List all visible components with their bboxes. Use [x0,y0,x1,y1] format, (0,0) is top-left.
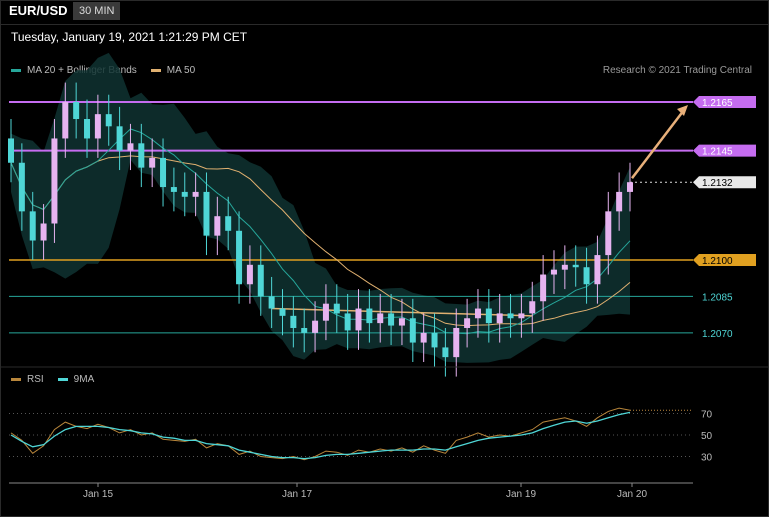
level-label-3: 1.2100 [702,256,733,267]
candle-body-55 [605,211,612,256]
candle-body-42 [464,318,471,328]
candle-body-40 [442,347,449,358]
chart-header: EUR/USD 30 MIN [0,0,769,25]
candle-body-18 [203,191,210,236]
candle-body-45 [496,313,503,324]
candle-body-26 [290,315,297,328]
candle-body-3 [40,223,47,241]
candle-body-17 [192,191,199,197]
ma50-line [10,155,631,327]
candle-body-12 [138,143,145,168]
candle-body-13 [149,157,156,168]
target-arrow-head [677,105,688,117]
candle-body-27 [301,327,308,333]
candle-body-7 [84,119,91,139]
target-arrow-line [631,109,685,179]
ma50-swatch [150,69,161,72]
time-tick-label-3: Jan 20 [617,489,647,500]
candle-body-44 [485,308,492,324]
legend-ma50-label: MA 50 [166,65,196,76]
candle-body-48 [529,301,536,314]
time-tick-label-1: Jan 17 [282,489,312,500]
rsi-ma-line [10,411,631,460]
level-label-4: 1.2085 [702,292,733,303]
time-tick-label-2: Jan 19 [506,489,536,500]
candle-body-50 [550,269,557,275]
level-tag-1 [693,144,756,157]
candle-body-28 [312,320,319,333]
candle-body-5 [62,102,69,139]
candle-body-2 [29,211,36,241]
candle-body-1 [18,162,25,212]
legend-rsi-ma-label: 9MA [73,374,95,385]
rsi-tick-label-1: 50 [701,431,713,442]
candle-body-37 [409,318,416,343]
candle-body-20 [225,216,232,231]
rsi-ma-swatch [57,378,68,381]
legend-rsi: RSI 9MA [11,374,94,385]
level-tag-2 [693,176,756,189]
level-label-5: 1.2070 [702,329,733,340]
candle-body-15 [170,187,177,192]
candle-body-30 [333,303,340,314]
candle-body-35 [388,313,395,326]
candle-body-9 [105,114,112,127]
candle-body-47 [518,313,525,319]
candle-body-10 [116,126,123,151]
candle-body-53 [583,267,590,285]
ma20-line [10,128,631,335]
candle-body-23 [257,264,264,297]
candle-body-51 [561,264,568,270]
candle-body-34 [377,313,384,324]
rsi-swatch [11,378,21,381]
candle-body-0 [8,138,14,163]
candle-body-31 [344,313,351,331]
rsi-tick-label-2: 30 [701,453,713,464]
rsi-line [10,407,631,461]
candle-body-57 [627,182,633,192]
candle-body-38 [420,332,427,343]
bollinger-band [11,52,630,363]
candle-body-11 [127,143,134,151]
candle-body-36 [398,318,405,326]
research-credit: Research © 2021 Trading Central [602,65,752,76]
candle-body-54 [594,255,601,285]
candle-body-32 [355,308,362,331]
candle-body-41 [453,327,460,358]
candle-body-52 [572,264,579,268]
candle-body-33 [366,308,373,324]
candle-body-39 [431,332,438,348]
level-label-0: 1.2165 [702,98,733,109]
candle-body-19 [214,216,221,236]
level-tag-3 [693,253,756,266]
candle-body-4 [51,138,58,224]
candle-body-25 [279,308,286,316]
candle-body-29 [322,303,329,321]
candle-body-49 [540,274,547,302]
level-label-1: 1.2145 [702,147,733,158]
candle-body-16 [181,191,188,197]
timestamp: Tuesday, January 19, 2021 1:21:29 PM CET [11,30,248,44]
candle-body-46 [507,313,514,319]
candle-body-8 [94,114,101,139]
candle-body-24 [268,296,275,309]
level-tag-0 [693,96,756,109]
symbol-label: EUR/USD [9,3,68,18]
candle-body-22 [246,264,253,285]
candle-body-6 [73,102,80,120]
candle-body-21 [236,230,243,285]
level-label-2: 1.2132 [702,178,733,189]
candle-body-14 [160,157,167,188]
ma20-swatch [11,69,21,72]
time-tick-label-0: Jan 15 [83,489,113,500]
candle-body-43 [474,308,481,319]
interval-button[interactable]: 30 MIN [73,2,121,20]
rsi-tick-label-0: 70 [701,410,713,421]
legend-rsi-label: RSI [27,374,44,385]
candle-body-56 [616,191,623,212]
